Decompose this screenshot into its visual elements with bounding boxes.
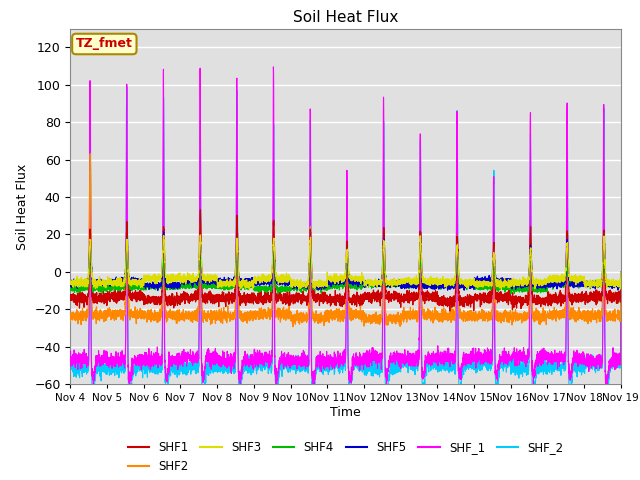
Text: TZ_fmet: TZ_fmet xyxy=(76,37,132,50)
Title: Soil Heat Flux: Soil Heat Flux xyxy=(293,10,398,25)
Legend: SHF1, SHF2, SHF3, SHF4, SHF5, SHF_1, SHF_2: SHF1, SHF2, SHF3, SHF4, SHF5, SHF_1, SHF… xyxy=(123,436,568,478)
X-axis label: Time: Time xyxy=(330,406,361,419)
Y-axis label: Soil Heat Flux: Soil Heat Flux xyxy=(16,163,29,250)
